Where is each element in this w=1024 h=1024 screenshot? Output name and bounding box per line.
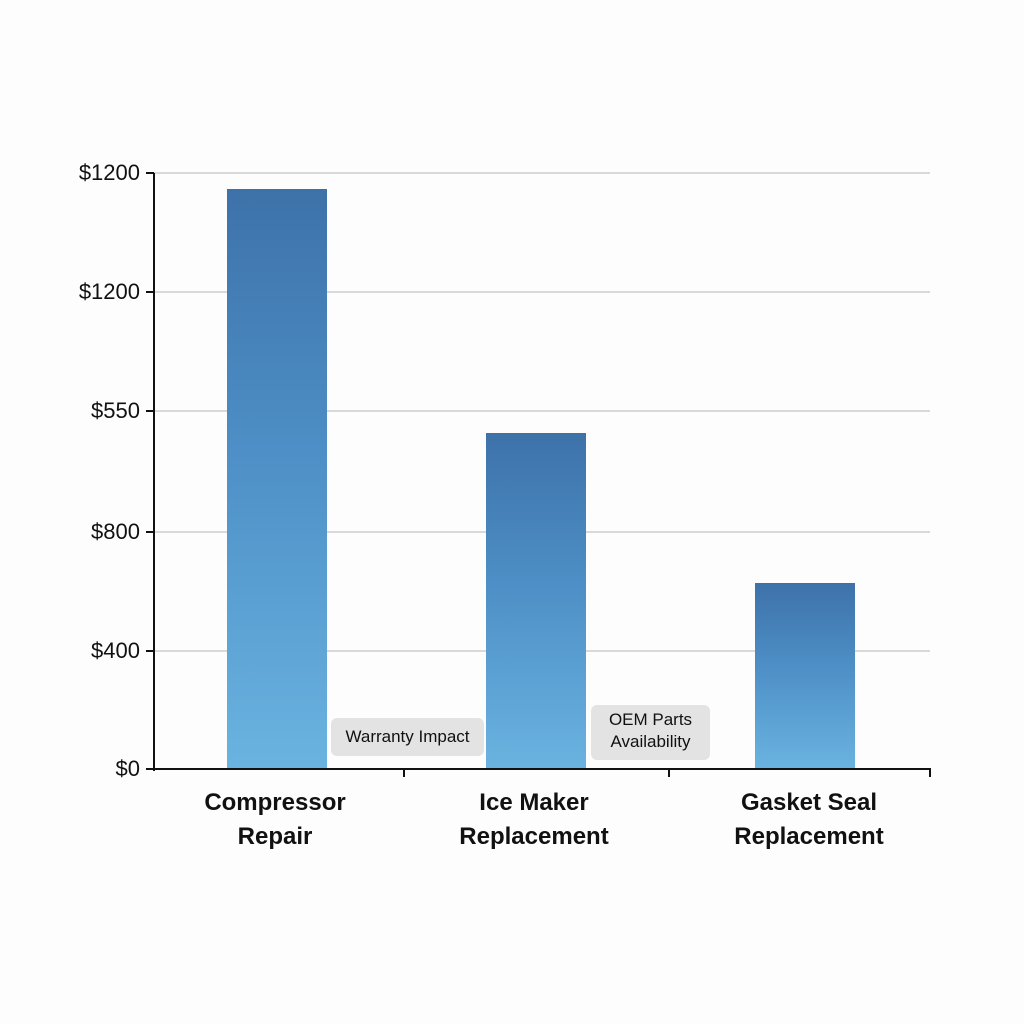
x-axis [146,768,931,770]
y-tick-label: $0 [115,756,140,781]
x-label-line: Gasket Seal [740,789,878,816]
annotation-oem-parts: OEM Parts Availability [591,705,710,760]
gridline [154,410,930,412]
x-label-ice-maker-replacement: Ice Maker Replacement [404,786,664,854]
y-tick-label: $550 [91,398,140,423]
x-tick [403,768,405,777]
bar-ice-maker-replacement [486,433,586,769]
bar-gasket-seal-replacement [755,583,855,769]
y-tick [146,410,154,412]
gridline [154,291,930,293]
x-label-line: Repair [237,823,313,850]
annotation-text: Availability [610,732,691,751]
y-axis [153,173,155,771]
x-label-line: Replacement [459,823,609,850]
annotation-text: Warranty Impact [345,727,470,746]
y-tick-label: $1200 [78,160,140,185]
y-tick [146,172,154,174]
x-label-line: Replacement [734,823,884,850]
gridline [154,172,930,174]
bar-compressor-repair [227,189,327,769]
x-label-compressor-repair: Compressor Repair [145,786,405,854]
y-tick-label: $800 [91,519,140,544]
x-tick [929,768,931,777]
y-tick [146,650,154,652]
y-tick [146,291,154,293]
x-tick [668,768,670,777]
y-tick [146,531,154,533]
y-tick-label: $400 [91,638,140,663]
x-label-gasket-seal-replacement: Gasket Seal Replacement [679,786,939,854]
y-tick-label: $1200 [78,279,140,304]
annotation-warranty-impact: Warranty Impact [331,718,484,756]
x-label-line: Ice Maker [479,789,589,816]
annotation-text: OEM Parts [608,710,693,729]
x-label-line: Compressor [204,789,346,816]
